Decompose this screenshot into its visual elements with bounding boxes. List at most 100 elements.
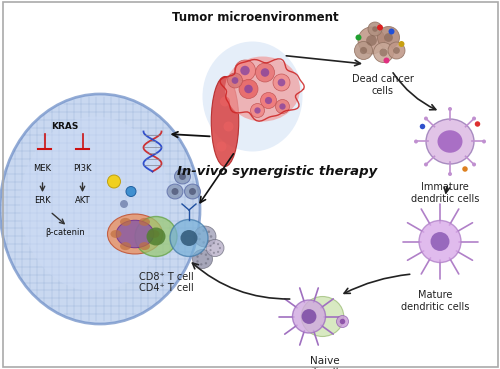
Ellipse shape bbox=[206, 239, 224, 256]
Ellipse shape bbox=[110, 230, 122, 238]
Ellipse shape bbox=[301, 297, 344, 337]
Ellipse shape bbox=[20, 117, 170, 292]
Circle shape bbox=[393, 47, 400, 54]
Ellipse shape bbox=[202, 41, 302, 152]
Circle shape bbox=[250, 103, 264, 117]
Circle shape bbox=[172, 188, 178, 195]
Ellipse shape bbox=[108, 214, 162, 254]
Ellipse shape bbox=[135, 217, 177, 256]
Text: Dead cancer
cells: Dead cancer cells bbox=[352, 74, 414, 96]
Circle shape bbox=[420, 124, 425, 129]
Ellipse shape bbox=[146, 228, 166, 245]
Ellipse shape bbox=[170, 220, 208, 256]
Circle shape bbox=[388, 42, 405, 59]
Circle shape bbox=[360, 47, 367, 54]
Circle shape bbox=[216, 141, 226, 152]
Circle shape bbox=[213, 242, 215, 244]
Circle shape bbox=[414, 139, 418, 144]
Circle shape bbox=[260, 93, 276, 108]
Circle shape bbox=[276, 100, 289, 114]
Circle shape bbox=[374, 42, 394, 62]
Circle shape bbox=[204, 262, 207, 265]
Circle shape bbox=[244, 85, 253, 93]
Circle shape bbox=[207, 258, 209, 260]
Circle shape bbox=[204, 254, 207, 256]
Ellipse shape bbox=[148, 230, 160, 238]
Ellipse shape bbox=[139, 218, 150, 226]
Circle shape bbox=[208, 240, 210, 242]
Circle shape bbox=[219, 247, 221, 249]
Circle shape bbox=[380, 48, 388, 56]
Text: AKT: AKT bbox=[74, 196, 90, 205]
Circle shape bbox=[472, 117, 476, 121]
Circle shape bbox=[217, 251, 219, 253]
Circle shape bbox=[200, 263, 202, 266]
Text: Tumor microenvironment: Tumor microenvironment bbox=[172, 11, 338, 24]
Circle shape bbox=[368, 22, 382, 36]
Circle shape bbox=[217, 243, 219, 245]
Ellipse shape bbox=[192, 249, 212, 269]
Circle shape bbox=[260, 68, 270, 77]
Circle shape bbox=[378, 27, 400, 48]
Ellipse shape bbox=[302, 309, 316, 324]
Ellipse shape bbox=[120, 242, 131, 250]
Circle shape bbox=[210, 245, 212, 247]
Circle shape bbox=[240, 66, 250, 75]
Circle shape bbox=[354, 41, 372, 59]
Text: ERK: ERK bbox=[34, 196, 51, 205]
Ellipse shape bbox=[426, 119, 474, 164]
Ellipse shape bbox=[116, 220, 154, 248]
Circle shape bbox=[120, 200, 128, 208]
Circle shape bbox=[377, 24, 383, 31]
Text: Naive
T cell: Naive T cell bbox=[310, 355, 340, 369]
Ellipse shape bbox=[0, 94, 200, 324]
Circle shape bbox=[198, 238, 201, 241]
Ellipse shape bbox=[139, 242, 150, 250]
Text: In-vivo synergistic therapy: In-vivo synergistic therapy bbox=[178, 165, 378, 178]
Circle shape bbox=[356, 34, 362, 41]
Circle shape bbox=[179, 173, 186, 180]
Circle shape bbox=[202, 241, 205, 244]
Circle shape bbox=[213, 252, 215, 254]
Circle shape bbox=[398, 41, 404, 47]
Circle shape bbox=[372, 26, 378, 32]
Circle shape bbox=[388, 28, 394, 34]
Circle shape bbox=[384, 33, 393, 42]
Circle shape bbox=[265, 97, 272, 104]
Ellipse shape bbox=[174, 169, 190, 184]
Text: MEK: MEK bbox=[34, 165, 52, 173]
Circle shape bbox=[280, 103, 285, 110]
Ellipse shape bbox=[211, 76, 239, 166]
Ellipse shape bbox=[438, 130, 462, 153]
Circle shape bbox=[200, 252, 202, 255]
Ellipse shape bbox=[180, 230, 198, 246]
Circle shape bbox=[475, 121, 480, 127]
Circle shape bbox=[278, 79, 285, 86]
Ellipse shape bbox=[225, 56, 300, 121]
Text: CD8⁺ T cell
CD4⁺ T cell: CD8⁺ T cell CD4⁺ T cell bbox=[138, 272, 194, 293]
Circle shape bbox=[384, 58, 390, 63]
Circle shape bbox=[462, 166, 468, 172]
Circle shape bbox=[202, 229, 205, 232]
Circle shape bbox=[424, 117, 428, 121]
Circle shape bbox=[256, 63, 274, 82]
Circle shape bbox=[239, 79, 258, 99]
Circle shape bbox=[198, 232, 201, 235]
Ellipse shape bbox=[419, 221, 461, 262]
Circle shape bbox=[224, 121, 234, 131]
Circle shape bbox=[210, 235, 212, 238]
Circle shape bbox=[126, 186, 136, 197]
Circle shape bbox=[208, 231, 210, 233]
Ellipse shape bbox=[120, 218, 131, 226]
Circle shape bbox=[196, 260, 198, 263]
Circle shape bbox=[358, 27, 385, 54]
Circle shape bbox=[196, 255, 198, 258]
Circle shape bbox=[108, 175, 120, 188]
Circle shape bbox=[228, 73, 242, 88]
Text: Mature
dendritic cells: Mature dendritic cells bbox=[401, 290, 469, 312]
Text: KRAS: KRAS bbox=[52, 122, 78, 131]
Circle shape bbox=[424, 162, 428, 166]
Circle shape bbox=[340, 319, 345, 324]
Text: β-catenin: β-catenin bbox=[45, 228, 85, 237]
Text: Immature
dendritic cells: Immature dendritic cells bbox=[411, 183, 479, 204]
